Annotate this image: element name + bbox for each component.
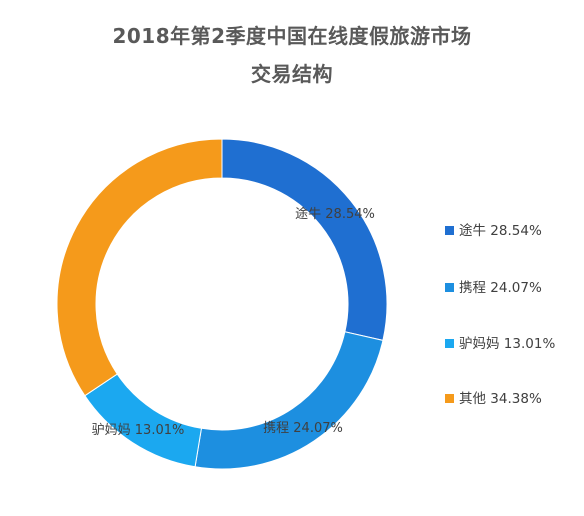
legend-item-lvmama: 驴妈妈 13.01% bbox=[445, 335, 555, 353]
legend-swatch-ctrip bbox=[445, 282, 454, 292]
legend-label-tuniu: 途牛 28.54% bbox=[459, 223, 542, 239]
slice-label-1: 携程 24.07% bbox=[263, 420, 343, 436]
legend-swatch-tuniu bbox=[445, 225, 454, 235]
slice-3 bbox=[56, 138, 223, 397]
slice-label-2: 驴妈妈 13.01% bbox=[92, 422, 185, 438]
legend-item-other: 其他 34.38% bbox=[445, 390, 542, 408]
slice-2 bbox=[84, 373, 203, 468]
legend-swatch-lvmama bbox=[445, 338, 454, 348]
legend-item-ctrip: 携程 24.07% bbox=[445, 279, 542, 297]
slice-0 bbox=[221, 138, 388, 341]
chart-title-line2: 交易结构 bbox=[251, 62, 333, 86]
slice-1 bbox=[194, 331, 384, 470]
chart-title-line1: 2018年第2季度中国在线度假旅游市场 bbox=[112, 24, 472, 48]
legend-label-other: 其他 34.38% bbox=[459, 391, 542, 407]
legend-item-tuniu: 途牛 28.54% bbox=[445, 222, 542, 240]
legend-swatch-other bbox=[445, 393, 454, 403]
legend-label-lvmama: 驴妈妈 13.01% bbox=[459, 336, 556, 352]
slice-label-0: 途牛 28.54% bbox=[295, 206, 375, 222]
legend-label-ctrip: 携程 24.07% bbox=[459, 280, 542, 296]
